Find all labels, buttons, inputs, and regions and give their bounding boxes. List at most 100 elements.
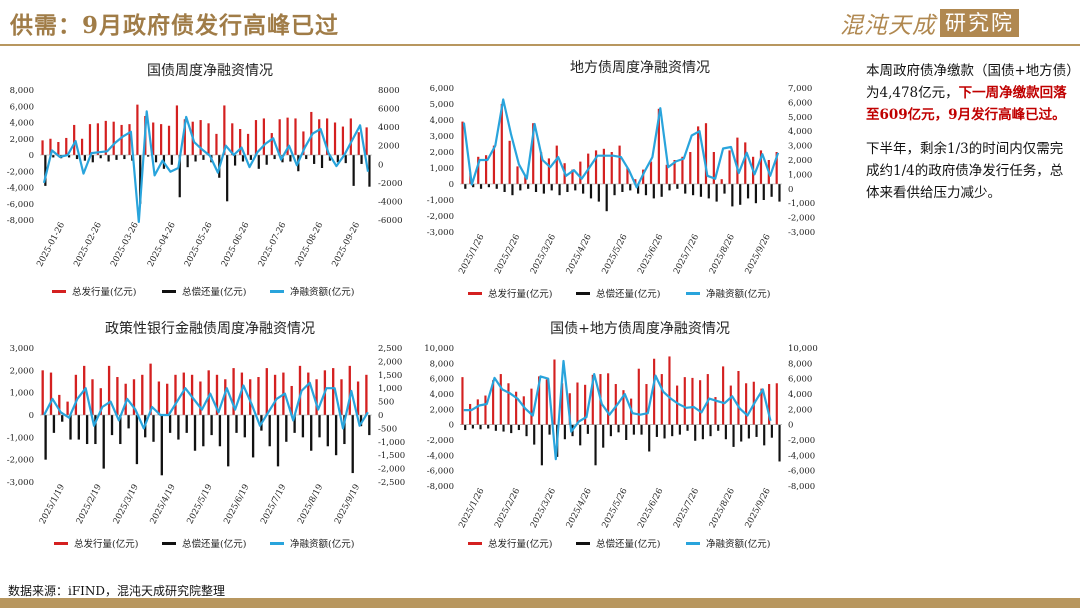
issue-bar [223, 105, 226, 155]
chart-title: 国债+地方债周度净融资情况 [550, 321, 730, 337]
left-tick-label: 6,000 [10, 102, 34, 112]
repay-bar [257, 155, 260, 169]
legend-issue: 总发行量(亿元) [488, 539, 553, 550]
repay-bar [289, 155, 292, 162]
logo-text: 混沌天成 [840, 13, 936, 39]
repay-bar [574, 184, 577, 191]
issue-bar [545, 379, 548, 425]
issue-bar [683, 377, 686, 425]
issue-bar [649, 161, 653, 184]
repay-bar [301, 415, 305, 438]
left-tick-label: -4,000 [427, 451, 454, 461]
issue-bar [357, 132, 360, 155]
issue-bar [166, 383, 169, 415]
issue-bar [484, 395, 487, 425]
issue-bar [257, 377, 260, 415]
x-tick-label: 2025/4/26 [565, 233, 594, 276]
issue-bar [476, 399, 479, 425]
repay-bar [640, 424, 643, 435]
issue-bar [74, 374, 78, 415]
repay-bar [597, 184, 600, 202]
x-tick-label: 2025/7/26 [672, 233, 701, 276]
issue-bar [653, 358, 656, 425]
issue-bar [618, 145, 621, 184]
issue-bar [207, 123, 210, 155]
legend-issue: 总发行量(亿元) [72, 287, 137, 298]
repay-bar [85, 415, 89, 445]
issue-bar [737, 371, 740, 425]
repay-bar [83, 155, 86, 161]
left-tick-label: -3,000 [7, 478, 34, 488]
x-tick-label: 2025/4/19 [148, 483, 177, 526]
issue-bar [49, 372, 53, 415]
issue-bar [141, 374, 144, 415]
repay-bar [69, 415, 72, 440]
repay-bar [740, 424, 743, 442]
commentary-paragraph-2: 下半年，剩余1/3的时间内仅需完成约1/4的政府债净发行任务，总体来看供给压力减… [866, 141, 1064, 201]
repay-bar [487, 184, 490, 188]
repay-bar [61, 415, 64, 422]
chart-svg: 10,000 8,000 6,000 4,000 2,000 0 -2,000 -4,000 -… [424, 344, 818, 530]
right-tick-label: 6,000 [788, 375, 812, 385]
issue-bar [128, 124, 131, 155]
repay-bar [527, 184, 530, 189]
repay-bar [359, 415, 363, 427]
repay-bar [502, 424, 505, 432]
issue-bar [349, 118, 352, 155]
left-tick-label: 5,000 [430, 100, 454, 110]
repay-bar [763, 424, 766, 446]
repay-bar [44, 415, 47, 460]
repay-bar [352, 155, 355, 186]
legend-swatch-repay [162, 541, 176, 545]
issue-bar [681, 156, 684, 184]
x-tick-label: 2025/9/19 [333, 483, 362, 526]
issue-bar [720, 179, 723, 184]
repay-bar [487, 424, 490, 429]
issue-bar [270, 133, 273, 155]
x-tick-label: 2025-05-26 [183, 221, 215, 269]
repay-bar [168, 415, 172, 433]
issue-bar [273, 374, 277, 415]
issue-bar [265, 368, 268, 415]
repay-bar [566, 184, 569, 192]
repay-bar [351, 415, 354, 474]
issue-bar [73, 124, 76, 155]
issue-bar [341, 126, 345, 155]
repay-bar [770, 184, 773, 197]
x-tick-label: 2025/1/26 [457, 233, 486, 276]
issue-bar [492, 380, 495, 425]
x-tick-label: 2025/8/19 [296, 483, 325, 526]
repay-bar [754, 184, 758, 204]
repay-bar [471, 424, 474, 429]
repay-bar [686, 424, 689, 431]
legend-net: 净融资额(亿元) [706, 289, 771, 300]
issue-bar [461, 121, 464, 184]
issue-bar [553, 359, 556, 425]
legend-net: 净融资额(亿元) [290, 287, 355, 298]
repay-bar [770, 424, 773, 438]
issue-bar [736, 137, 739, 184]
repay-bar [472, 184, 475, 188]
issue-bar [215, 374, 219, 415]
chart-svg: 6,000 5,000 4,000 3,000 2,000 1,000 0 -1,000 -2,… [427, 84, 815, 276]
repay-bar [243, 415, 246, 438]
repay-bar [671, 424, 674, 437]
left-tick-label: -2,000 [7, 456, 34, 466]
x-tick-label: 2025/9/26 [743, 233, 772, 276]
repay-bar [707, 184, 710, 199]
issue-bar [231, 123, 234, 155]
repay-bar [313, 155, 316, 164]
issue-bar [224, 379, 227, 415]
issue-bar [461, 377, 464, 425]
issue-bar [477, 156, 480, 184]
issue-bar [673, 160, 676, 184]
right-tick-label: -1,500 [378, 451, 405, 461]
repay-bar [185, 415, 188, 433]
legend-swatch-net [686, 291, 700, 295]
left-tick-label: -8,000 [427, 482, 454, 492]
issue-bar [149, 363, 152, 415]
right-tick-label: 500 [378, 398, 394, 408]
repay-bar [762, 184, 765, 200]
issue-bar [199, 381, 202, 415]
data-source: 数据来源：iFIND，混沌天成研究院整理 [8, 584, 226, 598]
